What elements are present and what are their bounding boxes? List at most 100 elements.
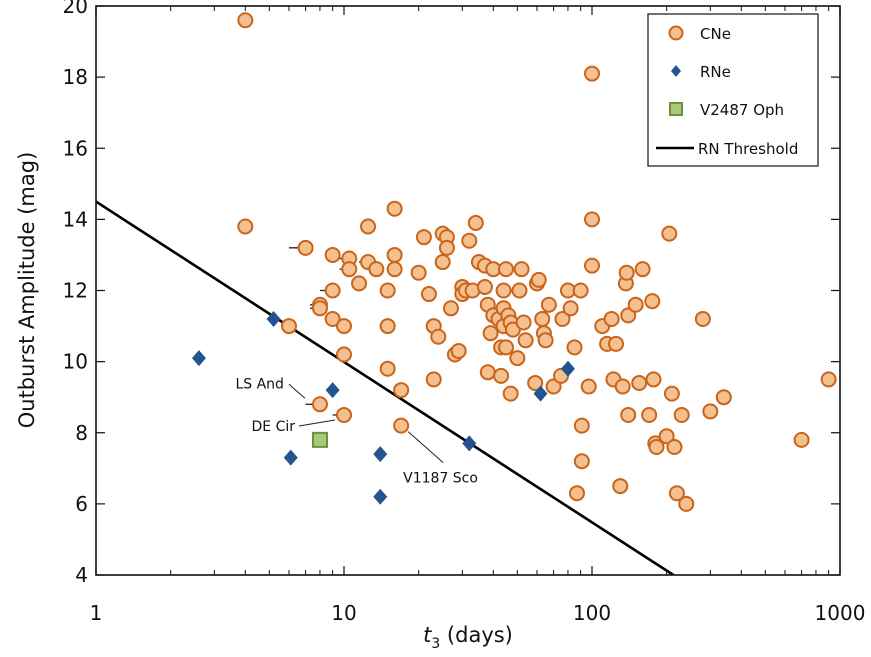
rn-threshold-line [96, 200, 675, 575]
cne-point [566, 339, 583, 356]
cne-point [608, 335, 625, 352]
cne-point [341, 261, 358, 278]
cne-point [673, 406, 690, 423]
cne-point [324, 246, 341, 263]
y-tick-label: 20 [63, 0, 88, 18]
cne-point [645, 371, 662, 388]
cne-point [663, 385, 680, 402]
cne-point [237, 12, 254, 29]
cne-point [386, 246, 403, 263]
cne-point [386, 200, 403, 217]
cne-point [641, 406, 658, 423]
y-tick-label: 4 [75, 563, 88, 587]
cne-point [694, 310, 711, 327]
cne-point [393, 382, 410, 399]
x-tick-label: 100 [573, 601, 611, 625]
annotation-lines [288, 383, 444, 464]
cne-point [511, 282, 528, 299]
y-tick-label: 10 [63, 350, 88, 374]
cne-point [648, 438, 665, 455]
ticks-layer: 1 10 100 1000 4 6 8 10 12 14 16 18 20 [63, 0, 866, 625]
cne-point [479, 364, 496, 381]
cne-point [379, 360, 396, 377]
cne-point [482, 325, 499, 342]
cne-point [820, 371, 837, 388]
threshold-layer [96, 200, 675, 575]
legend-label-rne: RNe [700, 63, 731, 81]
x-axis-title-subscript: 3 [431, 636, 440, 652]
cne-point [442, 300, 459, 317]
cne-point [569, 485, 586, 502]
y-tick-label: 6 [75, 492, 88, 516]
cne-point [584, 211, 600, 228]
cne-point [493, 367, 510, 384]
legend-label-cne: CNe [700, 25, 731, 43]
cne-point [580, 378, 597, 395]
ls-and-label: LS And [235, 376, 283, 392]
cne-point [368, 261, 385, 278]
legend-marker-cne [668, 25, 684, 41]
rne-point [325, 382, 340, 399]
cne-point [554, 310, 571, 327]
cne-point [410, 264, 427, 281]
y-tick-label: 16 [63, 136, 88, 160]
cne-point [668, 485, 685, 502]
cne-point [666, 438, 683, 455]
x-tick-label: 1 [90, 601, 103, 625]
cne-point [573, 453, 590, 470]
cne-point [430, 328, 447, 345]
y-axis-title: Outburst Amplitude (mag) [15, 152, 39, 429]
cne-point [612, 478, 629, 495]
de-cir-leader [298, 419, 336, 427]
points-layer [191, 12, 837, 512]
cne-point [336, 406, 352, 423]
ls-and-leader [288, 383, 306, 399]
cne-point [311, 300, 328, 317]
cne-point [530, 271, 547, 288]
cne-point [614, 378, 631, 395]
cne-point [434, 254, 451, 271]
cne-point [502, 385, 519, 402]
legend-label-v2487-oph: V2487 Oph [700, 101, 784, 119]
rne-point [266, 310, 281, 327]
cne-point [297, 239, 314, 256]
cne-point [393, 417, 410, 434]
legend-item-cne: CNe [668, 25, 731, 43]
cne-point [573, 417, 590, 434]
cne-point [537, 332, 554, 349]
cne-point [324, 310, 341, 327]
cne-point [324, 282, 341, 299]
cne-point [661, 225, 678, 242]
y-tick-label: 14 [63, 207, 88, 231]
legend-item-rne: RNe [671, 63, 731, 81]
cne-point [336, 346, 352, 363]
cne-point [504, 321, 521, 338]
cne-point [351, 275, 368, 292]
rne-point [373, 488, 388, 505]
cne-point [476, 278, 493, 295]
cne-point [715, 389, 732, 406]
v1187-sco-leader [407, 431, 444, 464]
de-cir-label: DE Cir [252, 419, 296, 435]
cne-point [280, 318, 297, 335]
cne-point [311, 396, 328, 413]
rne-point [283, 449, 298, 466]
cne-point [644, 293, 661, 310]
y-tick-label: 12 [63, 279, 88, 303]
x-tick-label: 1000 [815, 601, 866, 625]
v1187-sco-label: V1187 Sco [403, 471, 478, 487]
cne-point [517, 332, 534, 349]
cne-point [386, 261, 403, 278]
annotation-text-layer: LS And DE Cir V1187 Sco [235, 376, 477, 486]
cne-point [336, 318, 352, 335]
cne-point [618, 264, 635, 281]
cne-point [420, 286, 437, 303]
cne-point [497, 339, 514, 356]
x-tick-label: 10 [331, 601, 356, 625]
cne-point [603, 310, 620, 327]
cne-point [540, 296, 557, 313]
cne-point [631, 374, 648, 391]
cne-point [702, 403, 719, 420]
cne-point [509, 350, 526, 367]
legend-marker-rne [671, 65, 681, 77]
